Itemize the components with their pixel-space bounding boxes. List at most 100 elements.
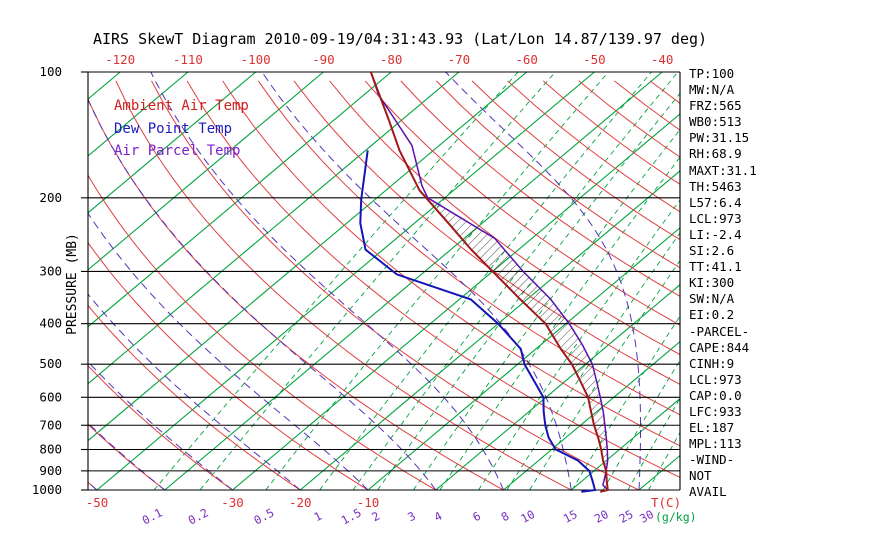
bottom-temp-label: -50 (86, 495, 109, 510)
stat-line: CAPE:844 (689, 339, 750, 355)
mixing-ratio-line (439, 156, 680, 490)
dry-adiabat-line (436, 80, 680, 269)
stat-line: LCL:973 (689, 210, 742, 226)
mixing-ratio-line (478, 199, 680, 490)
dry-adiabat-line (257, 80, 680, 416)
pressure-tick-label: 400 (39, 316, 62, 331)
pressure-axis-label: PRESSURE (MB) (65, 233, 80, 335)
stat-line: AVAIL (689, 484, 727, 500)
stat-line: LCL:973 (689, 371, 742, 387)
isotherm-line (299, 170, 680, 490)
mixing-ratio-label: 0.2 (186, 505, 211, 527)
mixing-ratio-line (506, 232, 680, 490)
mixing-ratio-label: 2 (369, 509, 382, 525)
stat-line: LFC:933 (689, 403, 742, 419)
moist-adiabat-line (88, 98, 437, 490)
stat-line: TH:5463 (689, 178, 742, 194)
legend-dew-point-temp: Dew Point Temp (114, 121, 233, 137)
dry-adiabat-line (364, 80, 680, 326)
top-temp-label: -80 (380, 52, 403, 67)
stats-panel: TP:100 MW:N/A FRZ:565 WB0:513 PW:31.15 RH:68.… (689, 66, 757, 501)
mixing-ratio-label: 1 (311, 509, 324, 525)
isotherm-line (96, 72, 595, 490)
top-temp-label: -100 (241, 52, 271, 67)
stat-line: MPL:113 (689, 436, 742, 452)
top-temp-label: -70 (448, 52, 471, 67)
pressure-tick-label: 1000 (32, 482, 62, 497)
stat-line: -PARCEL- (689, 323, 750, 339)
stat-line: CINH:9 (689, 355, 735, 371)
dry-adiabat-line (293, 80, 680, 385)
mixing-ratio-label: 8 (499, 509, 512, 525)
isotherm-line (367, 227, 680, 490)
ambient-temp-curve (369, 72, 609, 493)
mixing-ratio-label: 25 (617, 507, 636, 526)
isotherm-line (88, 72, 189, 157)
mixing-ratio-label: 10 (518, 507, 537, 526)
mixing-ratio-label: 4 (432, 509, 445, 525)
mixing-ratio-line (648, 431, 680, 490)
moist-adiabat-line (775, 69, 870, 490)
mixing-ratio-label: 30 (637, 507, 656, 526)
top-temp-label: -60 (515, 52, 538, 67)
background-grid (0, 69, 870, 490)
mixing-ratio-line (571, 315, 680, 490)
top-temp-label: -110 (173, 52, 203, 67)
bottom-temp-label: -10 (357, 495, 380, 510)
isotherm-line (570, 397, 680, 490)
pressure-tick-label: 800 (39, 441, 62, 456)
mixing-ratio-line (352, 72, 679, 490)
dry-adiabat-line (400, 80, 680, 297)
isotherm-line (503, 340, 680, 490)
parcel-temp-curve (370, 72, 609, 491)
stat-line: NOT (689, 468, 712, 484)
temp-unit-label: T(C) (651, 495, 681, 510)
moist-adiabat-line (88, 212, 369, 490)
mixing-ratio-label: 3 (405, 509, 418, 525)
mixing-ratio-line (529, 259, 680, 490)
moist-adiabat-line (444, 72, 641, 490)
isotherm-line (232, 113, 680, 490)
mixing-ratio-label: 0.1 (140, 505, 165, 527)
moist-adiabat-line (150, 72, 504, 490)
stat-line: TT:41.1 (689, 259, 742, 275)
stat-line: L57:6.4 (689, 194, 742, 210)
dry-adiabat-line (649, 80, 680, 104)
moist-adiabat-line (0, 69, 29, 490)
moist-adiabat-line (88, 293, 301, 490)
pressure-tick-label: 900 (39, 463, 62, 478)
mixing-ratio-line (377, 92, 680, 490)
mixing-ratio-line (319, 72, 652, 490)
isotherm-line (88, 72, 392, 328)
dry-adiabat-line (88, 97, 505, 490)
legend-air-parcel-temp: Air Parcel Temp (114, 143, 241, 159)
top-temp-label: -90 (312, 52, 335, 67)
pressure-tick-label: 100 (39, 64, 62, 79)
isotherm-line (435, 284, 680, 490)
dry-adiabat-line (329, 80, 680, 356)
dry-adiabat-line (222, 80, 680, 447)
stat-line: LI:-2.4 (689, 226, 742, 242)
stat-line: PW:31.15 (689, 130, 750, 146)
moist-adiabat-line (88, 360, 233, 490)
legend-ambient-air-temp: Ambient Air Temp (114, 98, 249, 114)
stat-line: SI:2.6 (689, 243, 735, 259)
stat-line: SW:N/A (689, 291, 735, 307)
mixing-ratio-label: 0.5 (251, 505, 276, 527)
moist-adiabat-line (261, 72, 572, 490)
dry-adiabat-line (88, 423, 166, 490)
sounding-curves (359, 72, 609, 493)
stat-line: KI:300 (689, 275, 735, 291)
mixing-ratio-line (153, 72, 519, 490)
dry-adiabat-line (88, 241, 369, 490)
pressure-tick-label: 500 (39, 356, 62, 371)
pressure-tick-label: 600 (39, 389, 62, 404)
top-temp-label: -50 (583, 52, 606, 67)
mixing-unit-label: (g/kg) (655, 510, 697, 524)
dry-adiabat-line (186, 80, 680, 478)
dry-adiabat-line (88, 364, 234, 490)
stat-line: EL:187 (689, 420, 735, 436)
stat-line: FRZ:565 (689, 98, 742, 114)
